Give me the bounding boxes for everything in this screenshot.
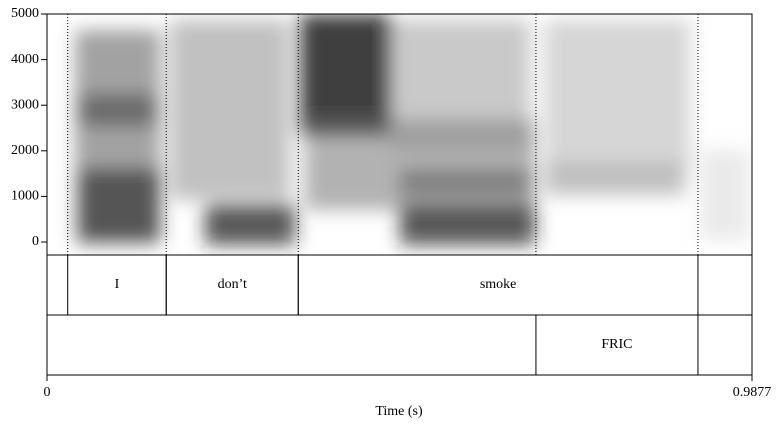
y-tick-label: 3000 bbox=[11, 97, 39, 112]
y-tick-label: 0 bbox=[32, 234, 39, 249]
y-tick-label: 4000 bbox=[11, 52, 39, 67]
tier-frame bbox=[46, 254, 753, 316]
interval-label: don’t bbox=[218, 277, 247, 292]
interval-label: I bbox=[115, 277, 120, 292]
tier-frame bbox=[46, 314, 753, 376]
y-tick-label: 5000 bbox=[11, 6, 39, 21]
interval-label: FRIC bbox=[601, 337, 632, 352]
y-tick-label: 1000 bbox=[11, 189, 39, 204]
spectrogram-image bbox=[75, 14, 750, 245]
interval-label: smoke bbox=[480, 277, 517, 292]
x-tick-label: 0 bbox=[44, 385, 51, 400]
x-axis-label: Time (s) bbox=[375, 404, 423, 419]
frames bbox=[46, 13, 753, 376]
y-tick-label: 2000 bbox=[11, 143, 39, 158]
x-tick-label: 0.9877 bbox=[733, 385, 772, 400]
